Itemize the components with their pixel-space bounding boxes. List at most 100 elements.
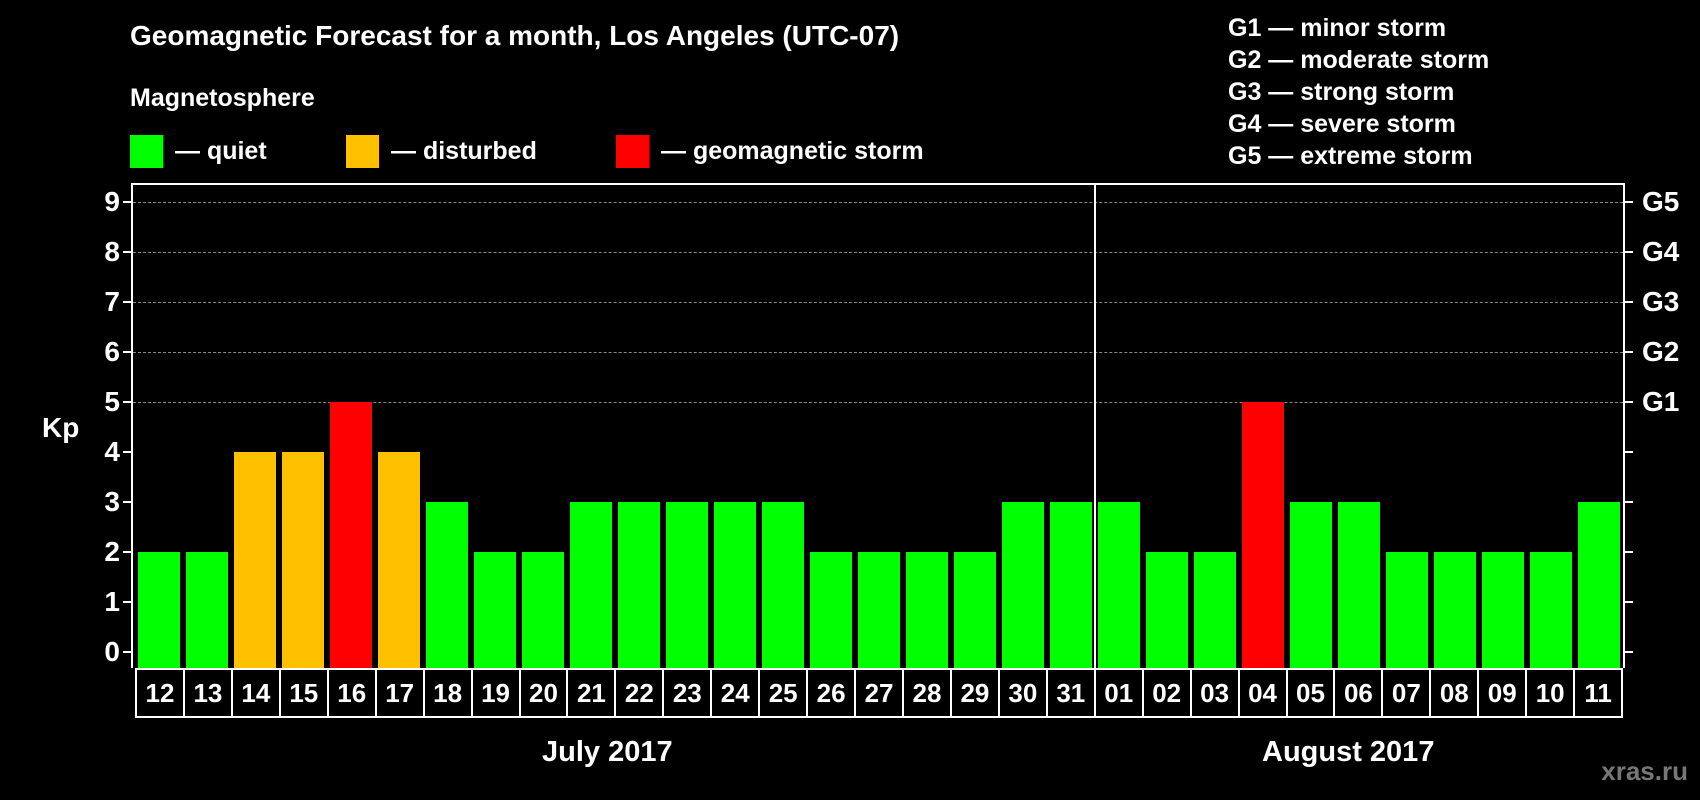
y-tick-right [1625, 301, 1633, 303]
g-level-label: G1 [1642, 386, 1680, 417]
day-label: 27 [856, 670, 904, 716]
day-label: 28 [904, 670, 952, 716]
kp-bar [570, 502, 612, 668]
g-level-label: G4 [1642, 236, 1680, 267]
kp-bar [1386, 552, 1428, 668]
grid-line [133, 402, 1623, 403]
y-tick-right [1625, 451, 1633, 453]
grid-line [133, 302, 1623, 303]
day-label: 25 [760, 670, 809, 716]
kp-bar [1050, 502, 1092, 668]
y-tick-right [1625, 351, 1633, 353]
y-axis-label: Kp [42, 412, 80, 443]
day-label: 10 [1527, 670, 1576, 716]
kp-bar [858, 552, 900, 668]
chart-title: Geomagnetic Forecast for a month, Los An… [130, 20, 900, 51]
legend-label: — disturbed [391, 137, 537, 165]
kp-bar [1434, 552, 1476, 668]
kp-bar [522, 552, 564, 668]
kp-bar [234, 452, 276, 668]
kp-bar [1002, 502, 1044, 668]
y-tick-right [1625, 201, 1633, 203]
day-label: 24 [712, 670, 761, 716]
g-scale-item: G3 — strong storm [1228, 78, 1455, 106]
y-tick-label: 6 [104, 336, 120, 367]
kp-bar [1242, 402, 1284, 668]
day-label: 15 [281, 670, 329, 716]
day-label: 03 [1192, 670, 1240, 716]
kp-bar [1146, 552, 1188, 668]
legend-label: — geomagnetic storm [661, 137, 924, 165]
g-scale-legend: G1 — minor storm G2 — moderate storm G3 … [1228, 12, 1489, 172]
kp-bar [138, 552, 180, 668]
day-label: 30 [1000, 670, 1048, 716]
kp-bar [1290, 502, 1332, 668]
kp-bar [330, 402, 372, 668]
day-label: 20 [521, 670, 569, 716]
day-label: 22 [616, 670, 665, 716]
y-tick-label: 5 [104, 386, 120, 417]
disturbed-swatch [346, 135, 379, 168]
kp-bar [1194, 552, 1236, 668]
day-label: 19 [473, 670, 521, 716]
g-scale-item: G4 — severe storm [1228, 110, 1456, 138]
kp-bar [282, 452, 324, 668]
kp-bar [1482, 552, 1524, 668]
day-label: 29 [952, 670, 1000, 716]
day-label: 05 [1288, 670, 1336, 716]
y-tick-label: 7 [104, 286, 120, 317]
plot-area [131, 183, 1625, 668]
day-label: 07 [1383, 670, 1432, 716]
legend-label: — quiet [175, 137, 267, 165]
g-level-label: G5 [1642, 186, 1680, 217]
y-tick-label: 8 [104, 236, 120, 267]
day-label: 13 [185, 670, 233, 716]
grid-line [133, 352, 1623, 353]
y-tick-left [123, 601, 131, 603]
month-divider [1094, 183, 1096, 717]
kp-bar [714, 502, 756, 668]
y-tick-left [123, 451, 131, 453]
y-tick-right [1625, 501, 1633, 503]
month-label-july: July 2017 [542, 736, 673, 768]
kp-bar [426, 502, 468, 668]
kp-bar [1098, 502, 1140, 668]
day-label: 04 [1240, 670, 1288, 716]
storm-swatch [616, 135, 649, 168]
legend-quiet: — quiet [130, 135, 267, 168]
y-tick-right [1625, 601, 1633, 603]
day-label: 06 [1335, 670, 1384, 716]
day-label: 09 [1479, 670, 1528, 716]
g-scale-item: G2 — moderate storm [1228, 46, 1490, 74]
day-label: 18 [425, 670, 473, 716]
y-tick-left [123, 651, 131, 653]
kp-bar [378, 452, 420, 668]
g-level-label: G3 [1642, 286, 1680, 317]
grid-line [133, 202, 1623, 203]
kp-bar [762, 502, 804, 668]
watermark: xras.ru [1601, 756, 1688, 786]
legend-disturbed: — disturbed [346, 135, 537, 168]
y-tick-left [123, 501, 131, 503]
day-label: 08 [1431, 670, 1480, 716]
y-tick-left [123, 551, 131, 553]
y-tick-left [123, 251, 131, 253]
kp-bar [618, 502, 660, 668]
y-tick-label: 3 [104, 486, 120, 517]
kp-bar [474, 552, 516, 668]
y-tick-left [123, 401, 131, 403]
day-label: 23 [664, 670, 713, 716]
y-tick-label: 9 [104, 186, 120, 217]
kp-bar [954, 552, 996, 668]
y-tick-left [123, 201, 131, 203]
y-tick-left [123, 351, 131, 353]
day-label: 12 [137, 670, 185, 716]
kp-bar [810, 552, 852, 668]
y-tick-label: 0 [104, 636, 120, 667]
g-level-label: G2 [1642, 336, 1680, 367]
grid-line [133, 252, 1623, 253]
month-label-august: August 2017 [1262, 736, 1435, 768]
g-scale-item: G5 — extreme storm [1228, 142, 1473, 170]
day-labels: 12 13 14 15 16 17 18 19 20 21 22 23 24 25 26 27 28 29 30 31… [135, 668, 1623, 718]
kp-bar [1338, 502, 1380, 668]
